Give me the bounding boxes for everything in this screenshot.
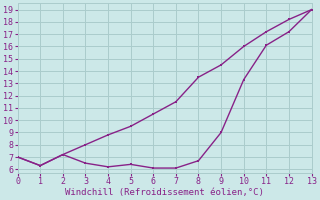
- X-axis label: Windchill (Refroidissement éolien,°C): Windchill (Refroidissement éolien,°C): [65, 188, 264, 197]
